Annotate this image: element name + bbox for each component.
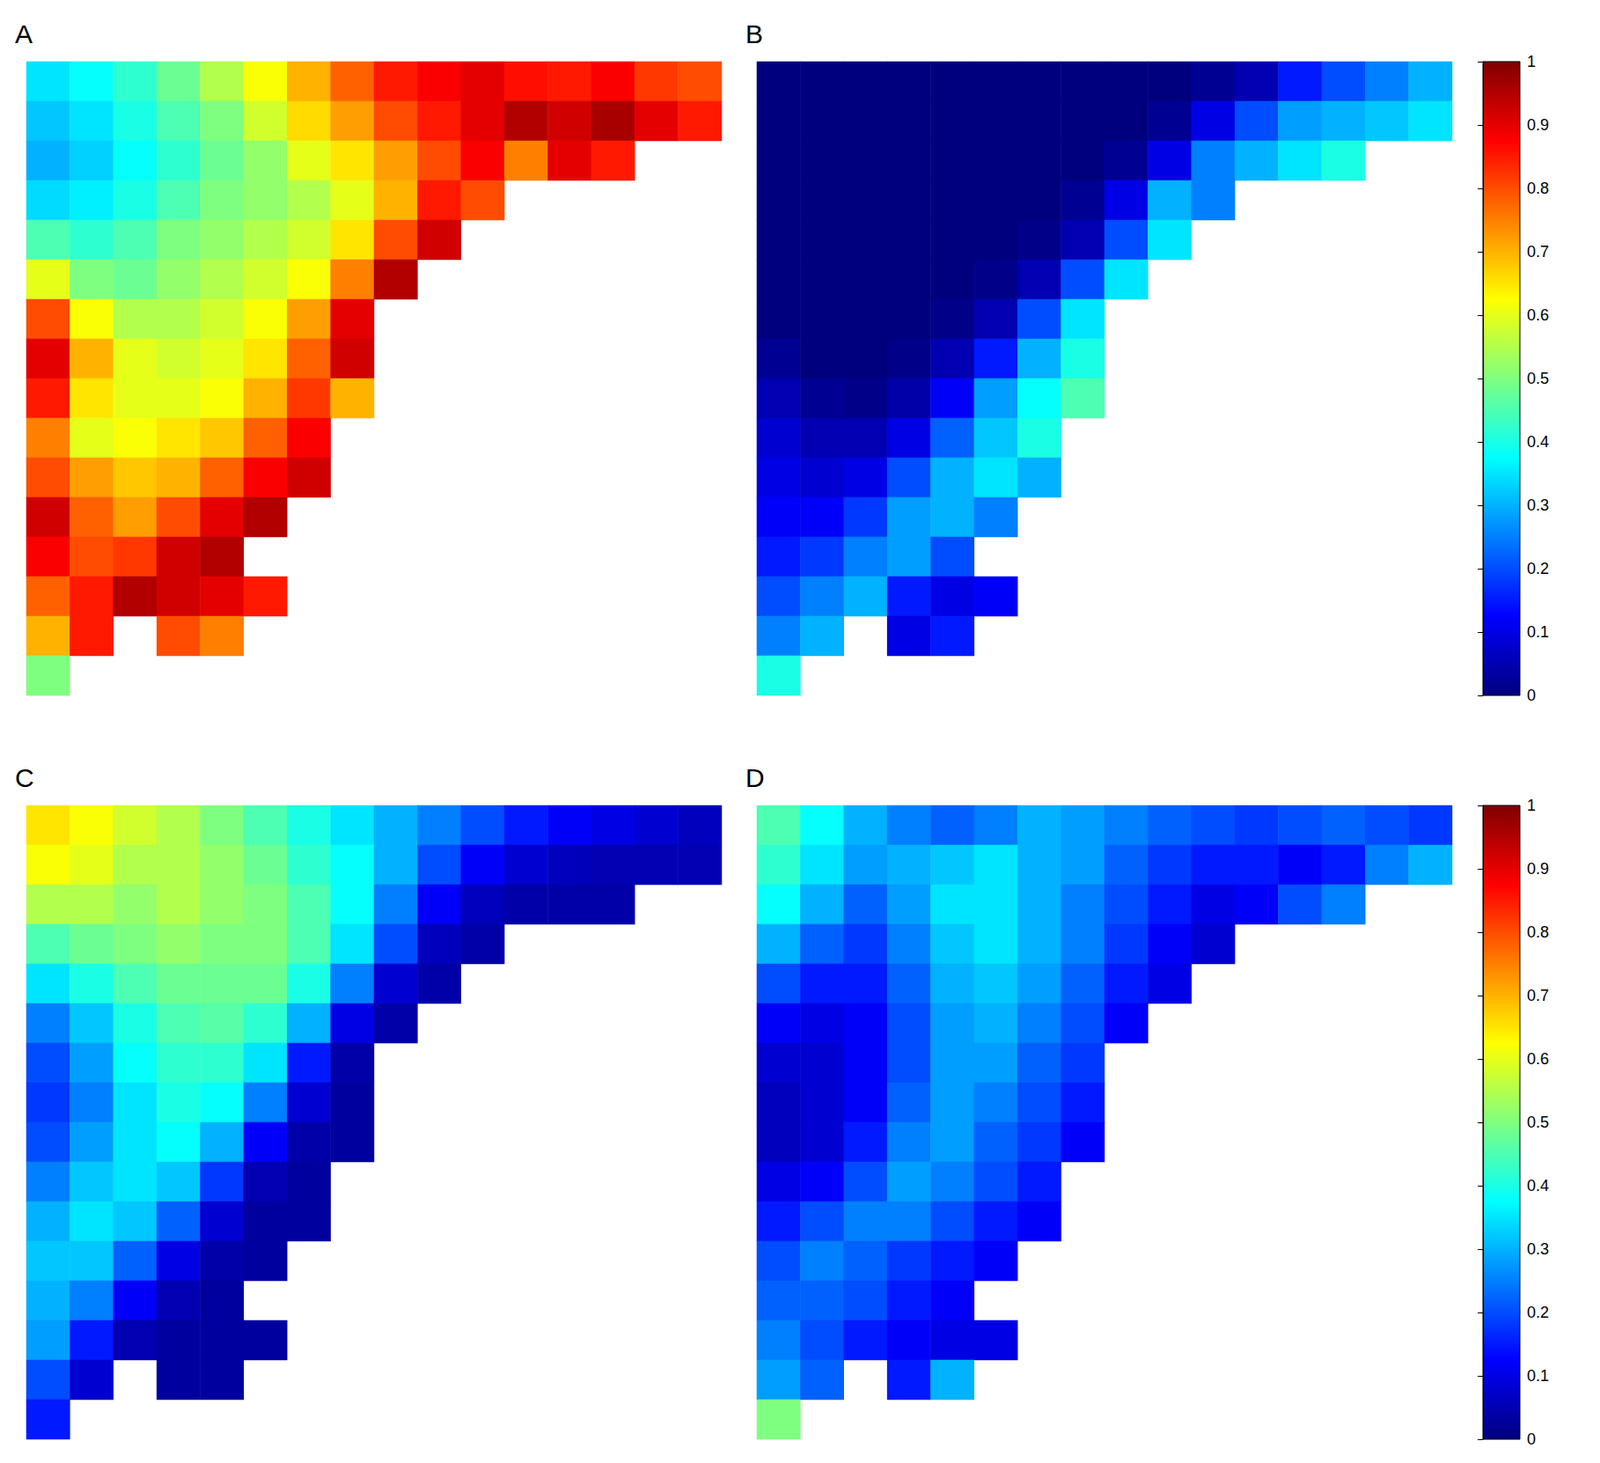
svg-text:0.3: 0.3 [1526, 1240, 1549, 1258]
svg-text:0.4: 0.4 [1526, 1176, 1549, 1195]
svg-text:0.2: 0.2 [1526, 559, 1549, 578]
svg-text:0.7: 0.7 [1526, 986, 1549, 1005]
svg-text:0: 0 [1526, 686, 1536, 705]
svg-text:0.8: 0.8 [1526, 179, 1549, 198]
svg-text:0.1: 0.1 [1526, 623, 1549, 641]
svg-text:A: A [14, 19, 33, 49]
svg-text:0.7: 0.7 [1526, 242, 1549, 261]
svg-text:B: B [745, 19, 764, 49]
svg-text:0.1: 0.1 [1526, 1366, 1549, 1385]
svg-text:0: 0 [1526, 1430, 1536, 1448]
svg-text:1: 1 [1526, 52, 1536, 71]
svg-text:0.9: 0.9 [1526, 116, 1549, 134]
svg-text:D: D [745, 763, 765, 793]
svg-text:0.4: 0.4 [1526, 433, 1549, 451]
svg-text:C: C [14, 763, 35, 793]
svg-text:0.2: 0.2 [1526, 1303, 1549, 1322]
svg-text:0.9: 0.9 [1526, 859, 1549, 878]
svg-text:0.6: 0.6 [1526, 1049, 1549, 1068]
svg-text:1: 1 [1526, 796, 1536, 815]
svg-text:0.6: 0.6 [1526, 306, 1549, 324]
svg-text:0.5: 0.5 [1526, 369, 1549, 388]
svg-text:0.3: 0.3 [1526, 496, 1549, 514]
svg-text:0.8: 0.8 [1526, 923, 1549, 941]
svg-text:0.5: 0.5 [1526, 1113, 1549, 1131]
